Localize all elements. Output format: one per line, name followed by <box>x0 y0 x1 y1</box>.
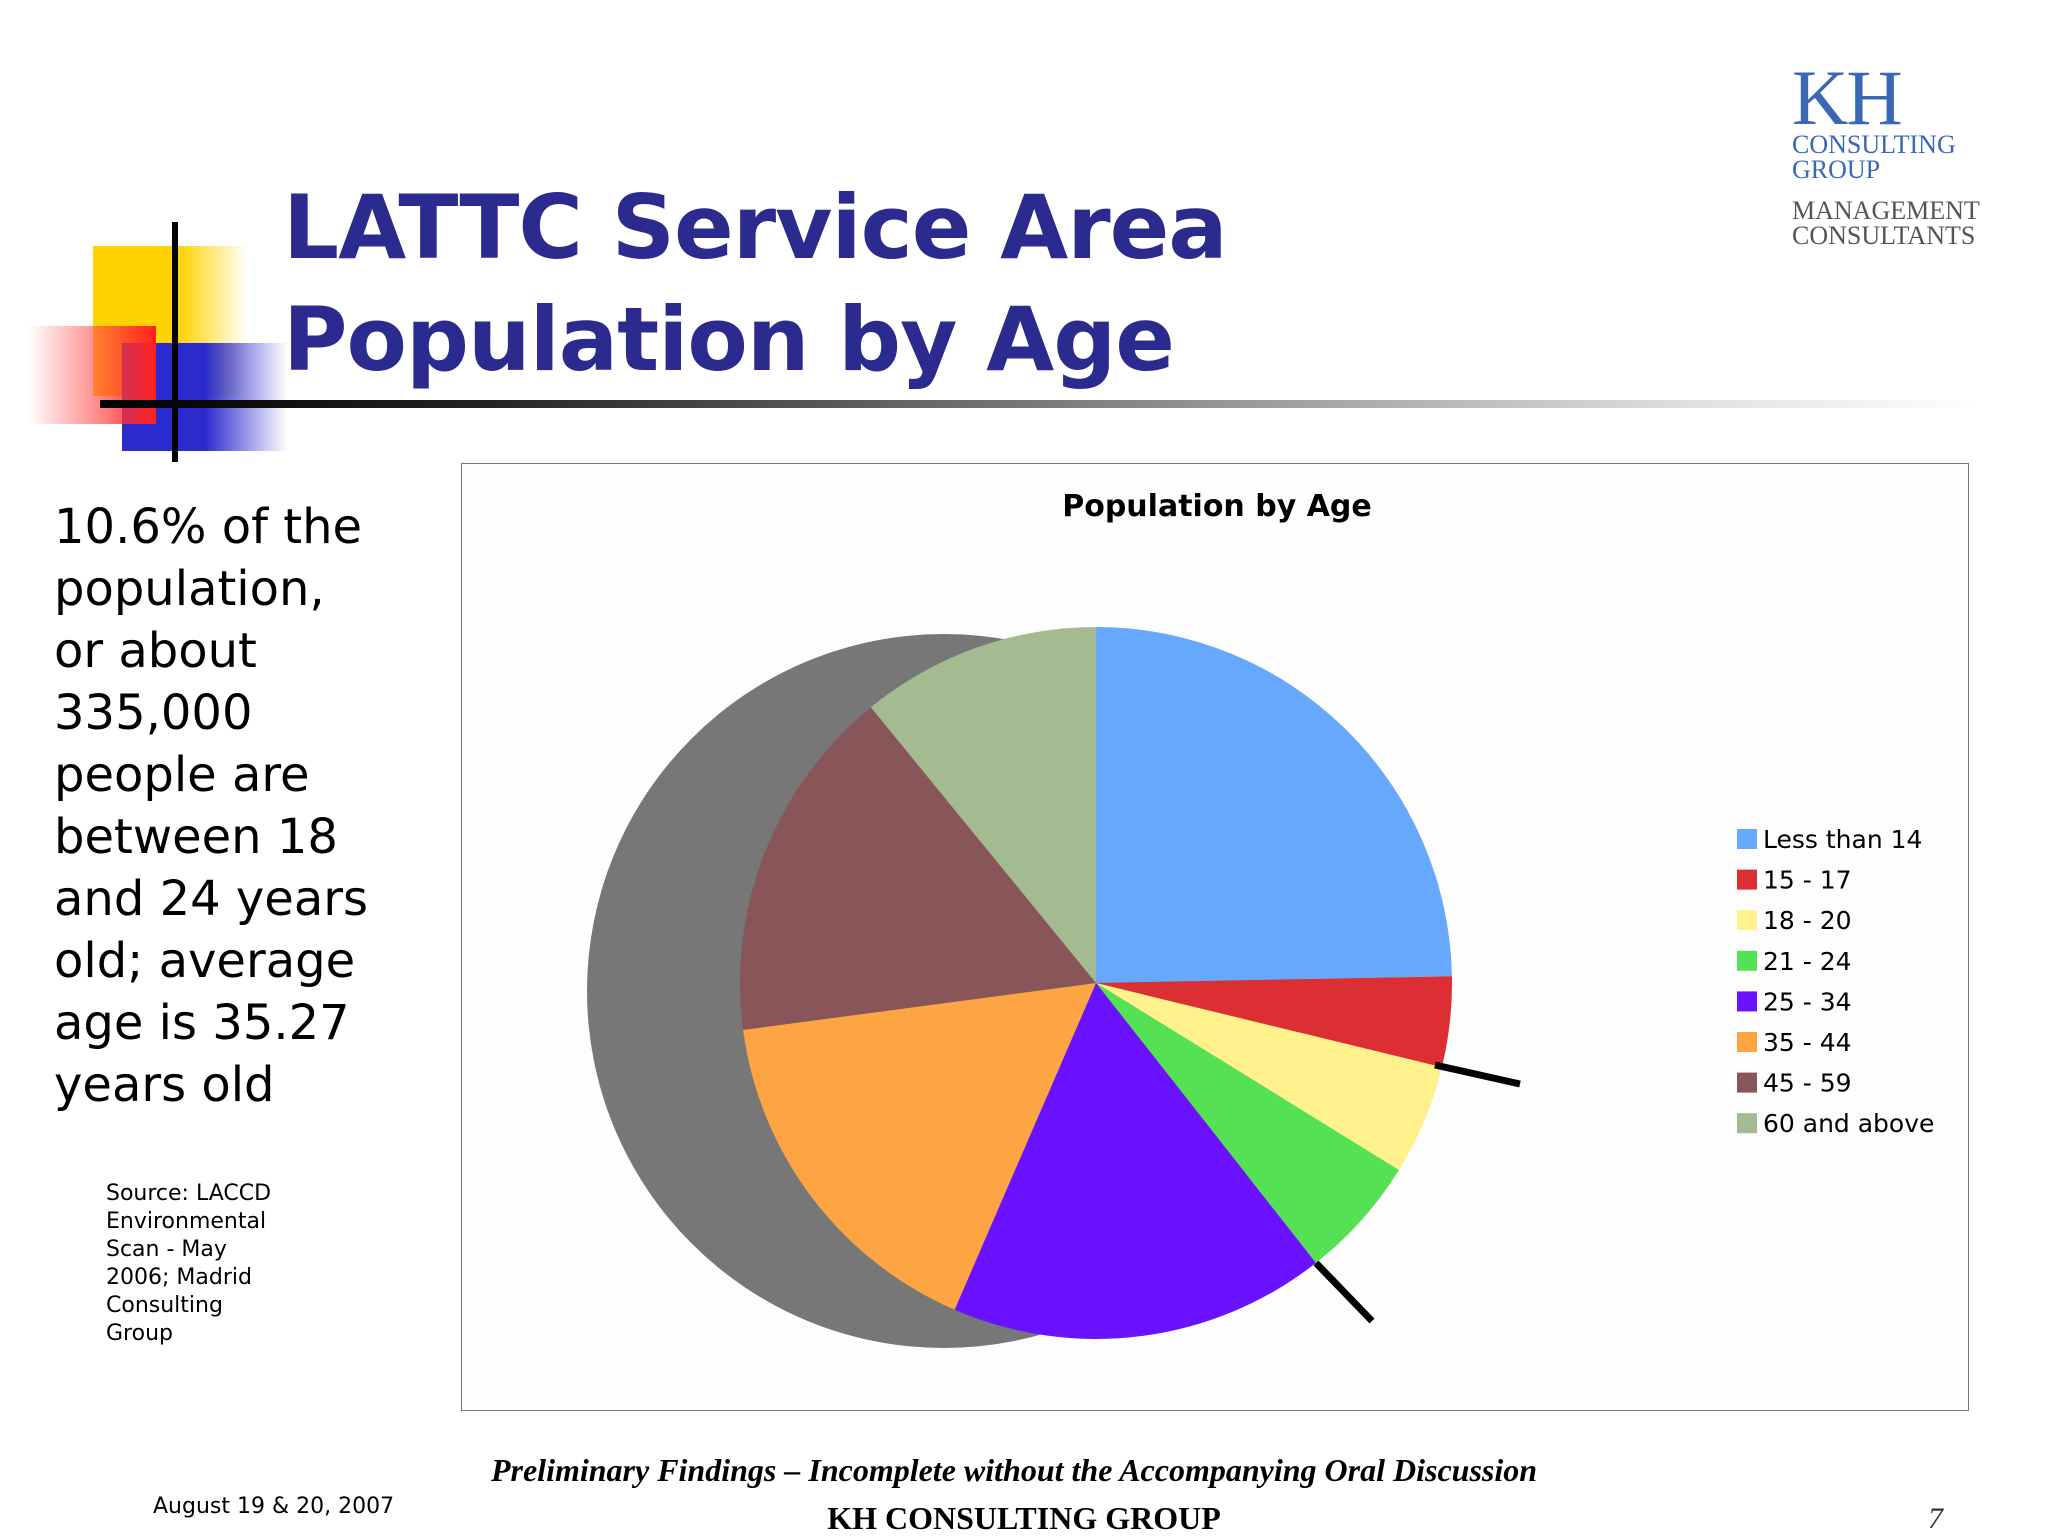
pie-slice-60-and-above <box>870 627 1096 983</box>
pie-slice-35-44 <box>743 983 1096 1310</box>
pie-callout-lines <box>1313 1061 1521 1324</box>
legend-label: 18 - 20 <box>1763 906 1852 935</box>
source-line: Group <box>106 1321 173 1346</box>
pie-slice-25-34 <box>954 983 1316 1339</box>
legend-swatch <box>1737 991 1757 1012</box>
source-line: 2006; Madrid <box>106 1265 252 1290</box>
summary-line: people are <box>54 747 310 803</box>
page-number: 7 <box>1928 1502 1943 1535</box>
chart-legend: Less than 14 15 - 17 18 - 20 21 - 24 25 - 34… <box>1737 825 1934 1138</box>
source-note: Source: LACCD Environmental Scan - May 2… <box>106 1180 306 1348</box>
pie-slice-15-17 <box>1096 976 1452 1068</box>
legend-label: 60 and above <box>1763 1109 1934 1138</box>
decor-vertical-line <box>172 222 178 462</box>
footer-date: August 19 & 20, 2007 <box>153 1494 395 1519</box>
legend-swatch <box>1737 829 1757 849</box>
pie-slice-18-20 <box>1096 983 1442 1170</box>
summary-line: between 18 <box>54 809 338 865</box>
pie-slice-21-24 <box>1096 983 1399 1263</box>
source-line: Scan - May <box>106 1237 227 1262</box>
summary-line: age is 35.27 <box>54 995 350 1051</box>
legend-label: Less than 14 <box>1763 825 1922 854</box>
decor-red-square <box>28 326 156 424</box>
legend-swatch <box>1737 1072 1757 1093</box>
chart-frame: Population by Age Less than 14 15 - 17 18 … <box>461 463 1969 1411</box>
summary-line: or about <box>54 623 257 679</box>
logo-management-text: MANAGEMENT <box>1792 196 1980 225</box>
title-underline <box>100 400 1980 408</box>
summary-line: and 24 years <box>54 871 368 927</box>
logo-consultants-text: CONSULTANTS <box>1792 221 1976 250</box>
logo-group-text: GROUP <box>1792 155 1881 184</box>
legend-swatch <box>1737 869 1757 890</box>
legend-swatch <box>1737 910 1757 931</box>
legend-label: 35 - 44 <box>1763 1028 1852 1057</box>
source-line: Environmental <box>106 1209 267 1234</box>
logo-kh-text: KH <box>1792 54 1903 141</box>
legend-swatch <box>1737 950 1757 971</box>
callout-line-21-24 <box>1313 1260 1375 1324</box>
slide-title-line-2: Population by Age <box>283 288 1175 391</box>
source-line: Consulting <box>106 1293 223 1318</box>
legend-label: 15 - 17 <box>1763 866 1852 895</box>
summary-line: 10.6% of the <box>54 499 363 555</box>
pie-slice-less-than-14 <box>1096 627 1452 983</box>
chart-title: Population by Age <box>1062 489 1372 524</box>
summary-line: old; average <box>54 933 356 989</box>
footer-note: Preliminary Findings – Incomplete withou… <box>490 1452 1538 1488</box>
legend-swatch <box>1737 1032 1757 1052</box>
legend-swatch <box>1737 1113 1757 1134</box>
slide-title: LATTC Service Area Population by Age <box>283 172 1228 396</box>
legend-label: 25 - 34 <box>1763 987 1852 1016</box>
pie-chart: Population by Age Less than 14 15 - 17 18 … <box>587 489 1934 1348</box>
kh-consulting-logo: KH CONSULTING GROUP MANAGEMENT CONSULTAN… <box>1792 54 2007 250</box>
legend-label: 21 - 24 <box>1763 947 1852 976</box>
legend-label: 45 - 59 <box>1763 1069 1852 1098</box>
logo-consulting-text: CONSULTING <box>1792 130 1956 159</box>
source-line: Source: LACCD <box>106 1181 272 1206</box>
callout-line-18-20 <box>1434 1061 1521 1088</box>
footer-company: KH CONSULTING GROUP <box>827 1500 1221 1536</box>
summary-line: 335,000 <box>54 685 253 741</box>
summary-text: 10.6% of the population, or about 335,00… <box>54 496 394 1116</box>
pie-slices <box>740 627 1452 1339</box>
pie-slice-45-59 <box>740 707 1096 1030</box>
summary-line: years old <box>54 1057 275 1113</box>
summary-line: population, <box>54 561 325 617</box>
slide-title-line-1: LATTC Service Area <box>283 176 1228 279</box>
